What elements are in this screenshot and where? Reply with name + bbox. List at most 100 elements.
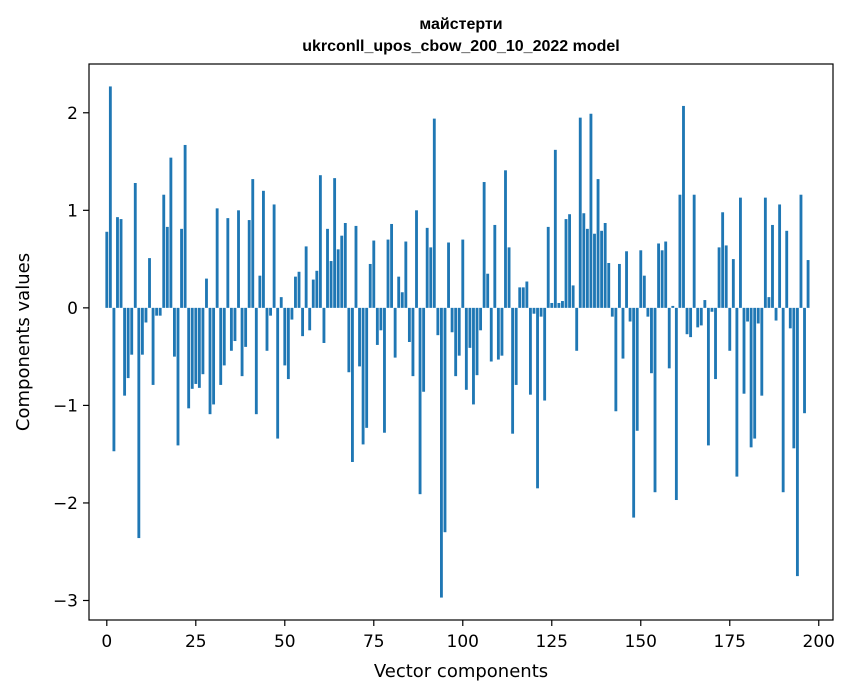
bar — [318, 175, 322, 308]
bar — [222, 307, 226, 366]
bar — [265, 307, 269, 351]
bar — [208, 307, 212, 415]
bar — [286, 307, 290, 380]
bar — [212, 307, 216, 405]
bar — [710, 307, 714, 312]
bar — [539, 307, 543, 317]
bar — [315, 270, 319, 308]
bar — [514, 307, 518, 385]
bar — [493, 224, 497, 308]
bar — [407, 307, 411, 342]
bar — [632, 307, 636, 518]
bar — [432, 118, 436, 308]
bar — [756, 307, 760, 324]
bar — [746, 307, 749, 322]
bar — [479, 307, 483, 331]
bar — [475, 307, 479, 376]
bar — [126, 307, 130, 379]
bar — [536, 307, 539, 489]
bar — [276, 307, 280, 439]
bar — [739, 197, 742, 308]
bar — [130, 307, 134, 355]
bar — [721, 212, 725, 308]
bar — [489, 307, 493, 362]
bar — [557, 302, 561, 308]
bar — [575, 307, 579, 351]
bar — [678, 194, 682, 308]
bar — [187, 307, 191, 409]
bar — [361, 307, 365, 445]
bar — [714, 307, 717, 380]
bar — [158, 307, 162, 316]
bar — [333, 178, 337, 308]
bar — [425, 227, 429, 308]
x-tick-label: 200 — [803, 632, 835, 652]
bar — [511, 307, 515, 434]
bar — [464, 307, 468, 390]
bar — [504, 170, 507, 308]
bar — [578, 117, 582, 308]
bar — [372, 240, 376, 308]
bar — [269, 307, 272, 316]
y-tick-label: 1 — [67, 201, 78, 221]
bar — [617, 263, 621, 308]
bar — [589, 113, 593, 308]
bar — [728, 307, 732, 351]
bar — [165, 226, 169, 308]
bar — [326, 228, 329, 308]
bar — [482, 182, 486, 308]
bar — [461, 239, 465, 308]
bar — [507, 247, 511, 308]
bar — [778, 204, 782, 308]
bar — [201, 307, 205, 375]
bar — [543, 307, 547, 401]
bar — [767, 297, 771, 308]
bar — [351, 307, 354, 462]
bar — [173, 307, 176, 357]
bar — [568, 214, 571, 308]
bar — [112, 307, 116, 452]
bar — [582, 213, 586, 308]
bar — [607, 262, 611, 308]
bar — [642, 275, 646, 308]
bar — [176, 307, 180, 446]
x-tick-label: 125 — [536, 632, 568, 652]
bar — [240, 307, 244, 377]
bar — [528, 307, 532, 395]
bar — [550, 302, 554, 308]
bar — [660, 250, 664, 308]
bar — [454, 307, 458, 377]
bar — [329, 261, 333, 308]
bar — [119, 219, 123, 308]
bar — [447, 242, 450, 308]
bar — [496, 307, 500, 360]
bar — [792, 307, 796, 449]
bar — [429, 247, 433, 308]
bar — [724, 245, 728, 308]
bar — [169, 157, 173, 308]
bar — [386, 239, 390, 308]
bar — [190, 307, 194, 389]
bar — [365, 307, 369, 428]
bars-group — [105, 86, 810, 598]
bar — [682, 105, 685, 308]
x-tick-label: 0 — [101, 632, 112, 652]
bar — [237, 210, 240, 308]
bar — [279, 297, 283, 308]
bar — [194, 307, 198, 384]
bar — [742, 307, 746, 394]
bar — [148, 258, 151, 308]
y-tick-label: 0 — [67, 299, 78, 319]
bar — [653, 307, 657, 493]
bar — [521, 287, 525, 308]
chart-title: майстерти — [419, 16, 502, 33]
x-tick-label: 50 — [274, 632, 296, 652]
x-tick-label: 150 — [625, 632, 657, 652]
bar — [105, 231, 109, 308]
bar — [347, 307, 351, 373]
bar — [781, 307, 785, 493]
bar — [788, 307, 792, 329]
bar — [116, 217, 119, 308]
bar — [390, 223, 394, 308]
bar — [657, 243, 660, 308]
